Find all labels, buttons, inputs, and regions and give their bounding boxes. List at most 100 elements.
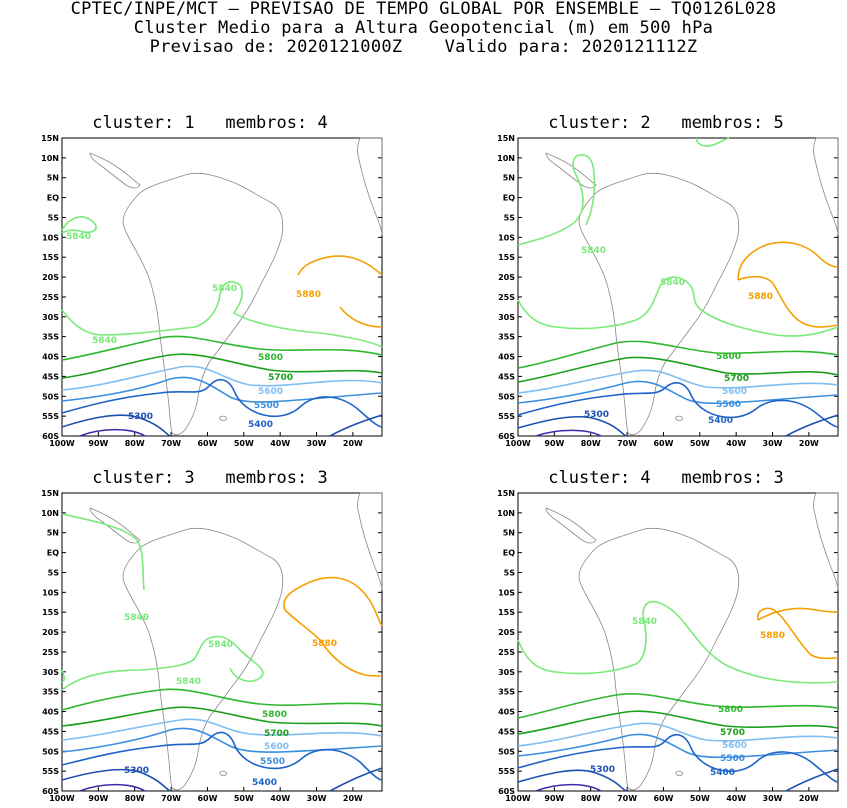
label-5840: 5840 (176, 677, 201, 687)
label-5400: 5400 (248, 420, 273, 430)
map-frame (517, 492, 839, 792)
label-5300: 5300 (128, 412, 153, 422)
label-5600: 5600 (258, 387, 283, 397)
lat-label: EQ (47, 549, 59, 558)
lat-label: 30S (42, 313, 59, 322)
contour-5200 (535, 783, 602, 792)
map-frame (61, 137, 383, 437)
coastline (122, 527, 284, 791)
contour-5880 (297, 255, 383, 328)
contour-5840 (695, 137, 730, 147)
label-5500: 5500 (254, 401, 279, 411)
contour-5400 (61, 731, 383, 781)
lon-label: 70W (617, 794, 637, 803)
panel-title: cluster: 2 membros: 5 (548, 113, 784, 133)
coastline (675, 770, 683, 776)
lon-label: 50W (690, 794, 710, 803)
lon-label: 20W (799, 439, 819, 448)
lon-label: 70W (617, 439, 637, 448)
lon-label: 80W (125, 439, 145, 448)
lat-label: 55S (498, 412, 515, 421)
lat-label: 5S (48, 568, 60, 577)
contour-5700 (61, 353, 383, 379)
lat-label: 20S (498, 273, 515, 282)
lat-label: 10S (498, 233, 515, 242)
contour-5200 (79, 783, 146, 792)
label-5840: 5840 (208, 640, 233, 650)
coastline (219, 770, 227, 776)
contour-5400 (517, 733, 839, 783)
coastline (545, 507, 597, 544)
lon-label: 70W (161, 794, 181, 803)
lon-label: 50W (690, 439, 710, 448)
lat-label: 10S (42, 233, 59, 242)
label-5500: 5500 (716, 400, 741, 410)
lat-label: 25S (498, 648, 515, 657)
lat-label: 50S (498, 747, 515, 756)
contour-5600 (517, 722, 839, 747)
lat-label: 5N (503, 529, 515, 538)
label-5400: 5400 (710, 768, 735, 778)
lon-label: 20W (343, 794, 363, 803)
continent-outline (545, 492, 839, 791)
contour-5800 (517, 693, 839, 719)
label-5840: 5840 (632, 617, 657, 627)
lon-label: 80W (581, 794, 601, 803)
lat-label: 45S (42, 372, 59, 381)
lat-label: 15S (42, 608, 59, 617)
label-5500: 5500 (720, 754, 745, 764)
contour-5840 (61, 216, 97, 234)
label-5300: 5300 (584, 410, 609, 420)
lat-label: 20S (42, 628, 59, 637)
contour-5840 (61, 281, 383, 348)
cluster-panel-3: cluster: 3 membros: 3 15N 10N 5N EQ 5S 10S 15S… (20, 468, 400, 808)
label-5800: 5800 (716, 352, 741, 362)
label-5880: 5880 (296, 290, 321, 300)
label-5400: 5400 (708, 416, 733, 426)
contour-5700 (517, 356, 839, 383)
contour-5880 (737, 241, 839, 328)
coastline (89, 507, 141, 544)
lat-label: 15N (41, 135, 59, 143)
contour-5840 (61, 669, 66, 683)
map-frame (517, 137, 839, 437)
label-5700: 5700 (720, 728, 745, 738)
lat-label: 35S (498, 333, 515, 342)
lat-label: 20S (498, 628, 515, 637)
lon-label: 100W (49, 439, 75, 448)
lat-label: 10S (498, 588, 515, 597)
lat-label: 35S (498, 688, 515, 697)
lat-label: 30S (498, 668, 515, 677)
lat-label: 15N (41, 490, 59, 498)
lat-label: 25S (42, 293, 59, 302)
lon-label: 60W (653, 794, 673, 803)
coastline (89, 152, 141, 189)
coastline (813, 137, 839, 236)
label-5800: 5800 (258, 353, 283, 363)
lat-label: 55S (42, 767, 59, 776)
contour-5880 (756, 607, 839, 660)
coastline (357, 137, 383, 236)
lon-label: 20W (799, 794, 819, 803)
contour-5700 (61, 706, 383, 727)
contour-5800 (61, 688, 383, 711)
figure-header: CPTEC/INPE/MCT – PREVISAO DE TEMPO GLOBA… (0, 0, 847, 57)
contour-5500 (517, 733, 839, 759)
lon-label: 30W (307, 794, 327, 803)
contour-5400 (517, 382, 839, 428)
coastline (357, 492, 383, 591)
lon-label: 100W (505, 794, 531, 803)
map-frame (61, 492, 383, 792)
map-panel-1: 15N 10N 5N EQ 5S 10S 15S 20S 25S 30S 35S 40S 45S 50S 5… (41, 135, 383, 448)
lat-label: 60S (42, 432, 59, 441)
contour-5500 (61, 376, 383, 403)
lon-label: 40W (270, 439, 290, 448)
panel-title: cluster: 1 membros: 4 (92, 113, 328, 133)
lat-label: 60S (42, 787, 59, 796)
lon-label: 40W (726, 439, 746, 448)
coastline (813, 492, 839, 591)
lat-label: 60S (498, 432, 515, 441)
lat-label: 35S (42, 688, 59, 697)
contour-5400 (61, 378, 383, 428)
label-5880: 5880 (748, 292, 773, 302)
